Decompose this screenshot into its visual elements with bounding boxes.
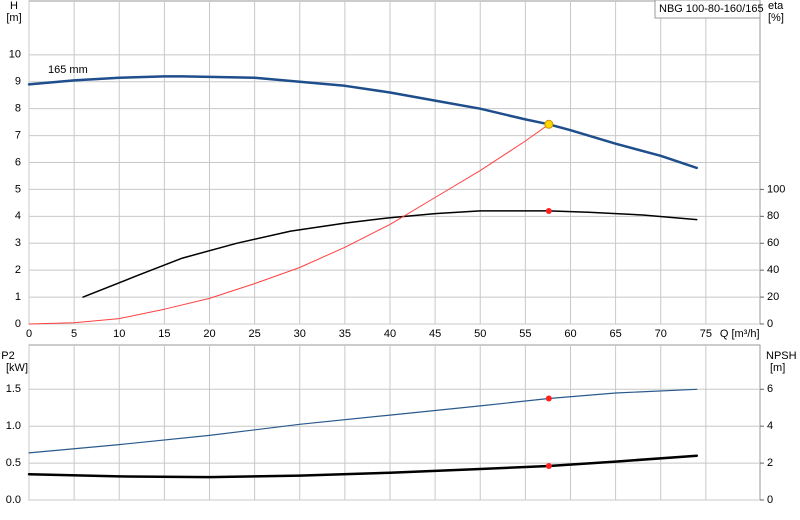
y2-tick-label: 6 [767, 383, 773, 395]
x-tick-label: 60 [564, 328, 576, 340]
y-tick-label: 6 [15, 156, 21, 168]
x-tick-label: 25 [248, 328, 260, 340]
y-axis-label: H [10, 0, 18, 12]
y-axis-unit: [kW] [6, 362, 28, 374]
y2-axis-label: eta [768, 0, 784, 12]
y2-tick-label: 80 [767, 210, 779, 222]
x-tick-label: 10 [113, 328, 125, 340]
y-tick-label: 5 [15, 183, 21, 195]
x-tick-label: 45 [429, 328, 441, 340]
y2-tick-label: 4 [767, 420, 773, 432]
y2-tick-label: 60 [767, 237, 779, 249]
x-tick-label: 65 [609, 328, 621, 340]
y-axis-unit: [m] [6, 12, 21, 24]
x-tick-label: 5 [71, 328, 77, 340]
operating-point [545, 463, 552, 470]
x-tick-label: 50 [474, 328, 486, 340]
y-axis-label: P2 [1, 350, 14, 362]
curve-annotation: 165 mm [48, 64, 88, 76]
y-tick-label: 9 [15, 76, 21, 88]
y2-tick-label: 100 [767, 183, 785, 195]
x-tick-label: 15 [158, 328, 170, 340]
operating-point [544, 119, 554, 129]
y-tick-label: 1.0 [6, 420, 21, 432]
y-tick-label: 0.5 [6, 457, 21, 469]
y-tick-label: 0.0 [6, 494, 21, 506]
x-tick-label: 0 [26, 328, 32, 340]
y-tick-label: 8 [15, 103, 21, 115]
x-tick-label: 35 [339, 328, 351, 340]
x-tick-label: 40 [384, 328, 396, 340]
y2-axis-label: NPSH [766, 350, 797, 362]
x-tick-label: 70 [655, 328, 667, 340]
curve [27, 75, 699, 170]
chart-title: NBG 100-80-160/165 [659, 3, 764, 15]
title-box [654, 0, 761, 19]
curve [27, 454, 699, 479]
operating-point [545, 395, 552, 402]
y-tick-label: 1.5 [6, 383, 21, 395]
y2-tick-label: 2 [767, 457, 773, 469]
operating-point [545, 207, 552, 214]
x-tick-label: 30 [294, 328, 306, 340]
y-tick-label: 10 [9, 49, 21, 61]
y2-tick-label: 0 [767, 318, 773, 330]
x-tick-label: 20 [203, 328, 215, 340]
y2-tick-label: 40 [767, 264, 779, 276]
y-tick-label: 1 [15, 291, 21, 303]
y-tick-label: 2 [15, 264, 21, 276]
y-tick-label: 7 [15, 129, 21, 141]
y2-tick-label: 20 [767, 291, 779, 303]
y-tick-label: 0 [15, 318, 21, 330]
y-tick-label: 3 [15, 237, 21, 249]
y2-axis-unit: [m] [770, 362, 785, 374]
x-tick-label: 75 [700, 328, 712, 340]
x-tick-label: 55 [519, 328, 531, 340]
curve [82, 210, 698, 298]
x-axis-label: Q [m³/h] [720, 328, 760, 340]
y-tick-label: 4 [15, 210, 21, 222]
curve [28, 388, 698, 454]
curve [28, 123, 550, 325]
y2-tick-label: 0 [767, 494, 773, 506]
y2-axis-unit: [%] [768, 12, 784, 24]
plot-frame [28, 344, 761, 501]
